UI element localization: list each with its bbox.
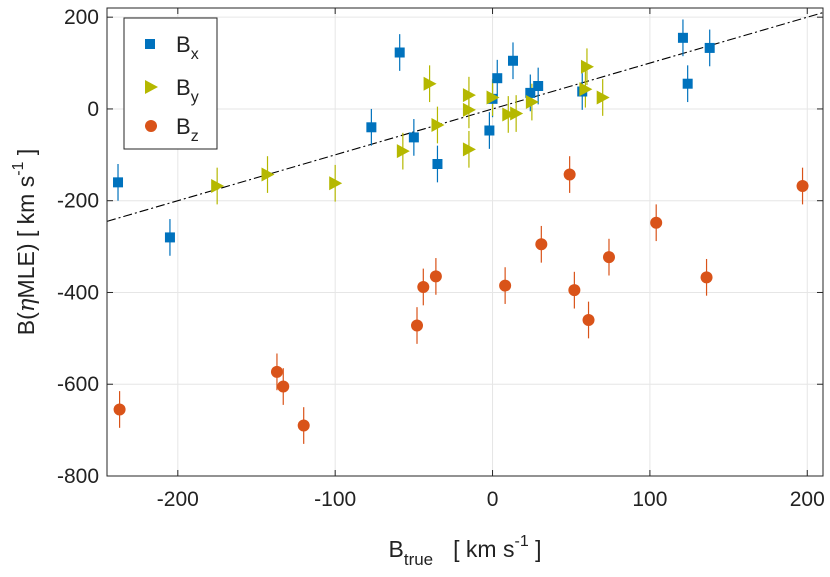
data-point-z [563,168,576,181]
x-tick-label: -200 [157,488,199,511]
data-point-z [411,319,424,332]
data-point-y [596,90,610,105]
data-point-x [432,159,443,169]
x-tick-label: 200 [790,488,825,511]
data-point-z [568,284,581,297]
data-point-y [431,118,445,132]
legend-marker-y [145,80,158,94]
y-tick-label: 200 [64,6,99,29]
legend-entry-x: Bx [176,32,199,63]
data-point-y [486,90,500,105]
data-point-y [579,82,593,97]
plot-frame [106,7,824,477]
legend-marker-z [145,120,157,132]
legend-entry-y: By [176,75,199,106]
y-axis-label-main: B( [13,312,39,335]
data-point-z [700,271,713,284]
data-point-z [417,280,430,293]
y-tick-label: -600 [57,373,99,396]
data-point-z [297,419,310,432]
legend-entry-z: Bz [176,114,199,145]
data-point-z [582,314,595,326]
data-point-y [211,179,225,194]
y-axis-label-unit-close: ] [13,149,39,162]
data-point-x [704,42,715,53]
axis-ticks: -200 -100 0 100 200 200 0 -200 -400 -600 -800 [57,6,825,511]
y-tick-label: -200 [57,190,99,213]
y-axis-label-unit: MLE) [ km s [13,176,39,299]
data-point-y [525,95,539,110]
x-axis-label-unit-close: ] [529,536,542,562]
data-point-x [533,81,544,91]
x-axis-label-unit: [ km s [453,536,514,562]
data-point-z [113,403,126,416]
data-point-y [423,76,437,91]
data-point-y [462,88,476,103]
data-point-z [602,251,615,264]
data-point-y [580,59,594,74]
data-point-x [484,125,495,136]
data-point-x [492,73,503,84]
data-point-z [535,238,548,251]
data-markers [113,32,809,432]
legend: Bx By Bz [123,17,218,150]
data-point-z [650,216,663,229]
data-point-z [277,380,290,393]
y-axis-label-unit-sup: -1 [10,161,27,175]
plot-background [107,8,823,476]
legend-marker-x [145,39,155,49]
data-point-x [394,47,405,58]
data-point-x [525,87,536,98]
x-tick-label: 100 [632,488,667,511]
y-axis-label: B(ηMLE) [ km s-1 ] [10,149,40,335]
data-point-y [510,106,524,121]
data-point-y [502,107,516,122]
y-axis-label-greek: η [14,298,40,312]
data-point-x [113,177,124,188]
data-point-x [366,122,377,133]
data-point-z [429,270,442,283]
data-point-y [329,176,343,191]
reference-line-y-equals-x [106,12,824,222]
x-tick-label: -100 [314,488,356,511]
x-axis-label-unit-sup: -1 [514,533,528,550]
data-point-y [462,102,476,117]
data-point-x [677,32,688,43]
x-axis-label-main: B [389,536,404,562]
data-point-y [462,142,476,157]
y-tick-label: -400 [57,281,99,304]
y-tick-label: 0 [87,98,99,121]
data-point-x [164,232,175,243]
x-tick-label: 0 [487,488,499,511]
data-point-x [682,78,693,89]
data-point-z [499,279,512,292]
data-point-y [396,144,410,159]
data-point-z [796,180,809,193]
data-point-z [270,365,283,378]
x-axis-label: Btrue [ km s-1 ] [389,533,542,569]
data-point-x [408,132,419,143]
legend-box [123,17,218,150]
data-point-x [507,55,518,66]
y-tick-label: -800 [57,465,99,488]
x-axis-label-sub: true [404,550,433,569]
data-point-y [261,167,275,182]
